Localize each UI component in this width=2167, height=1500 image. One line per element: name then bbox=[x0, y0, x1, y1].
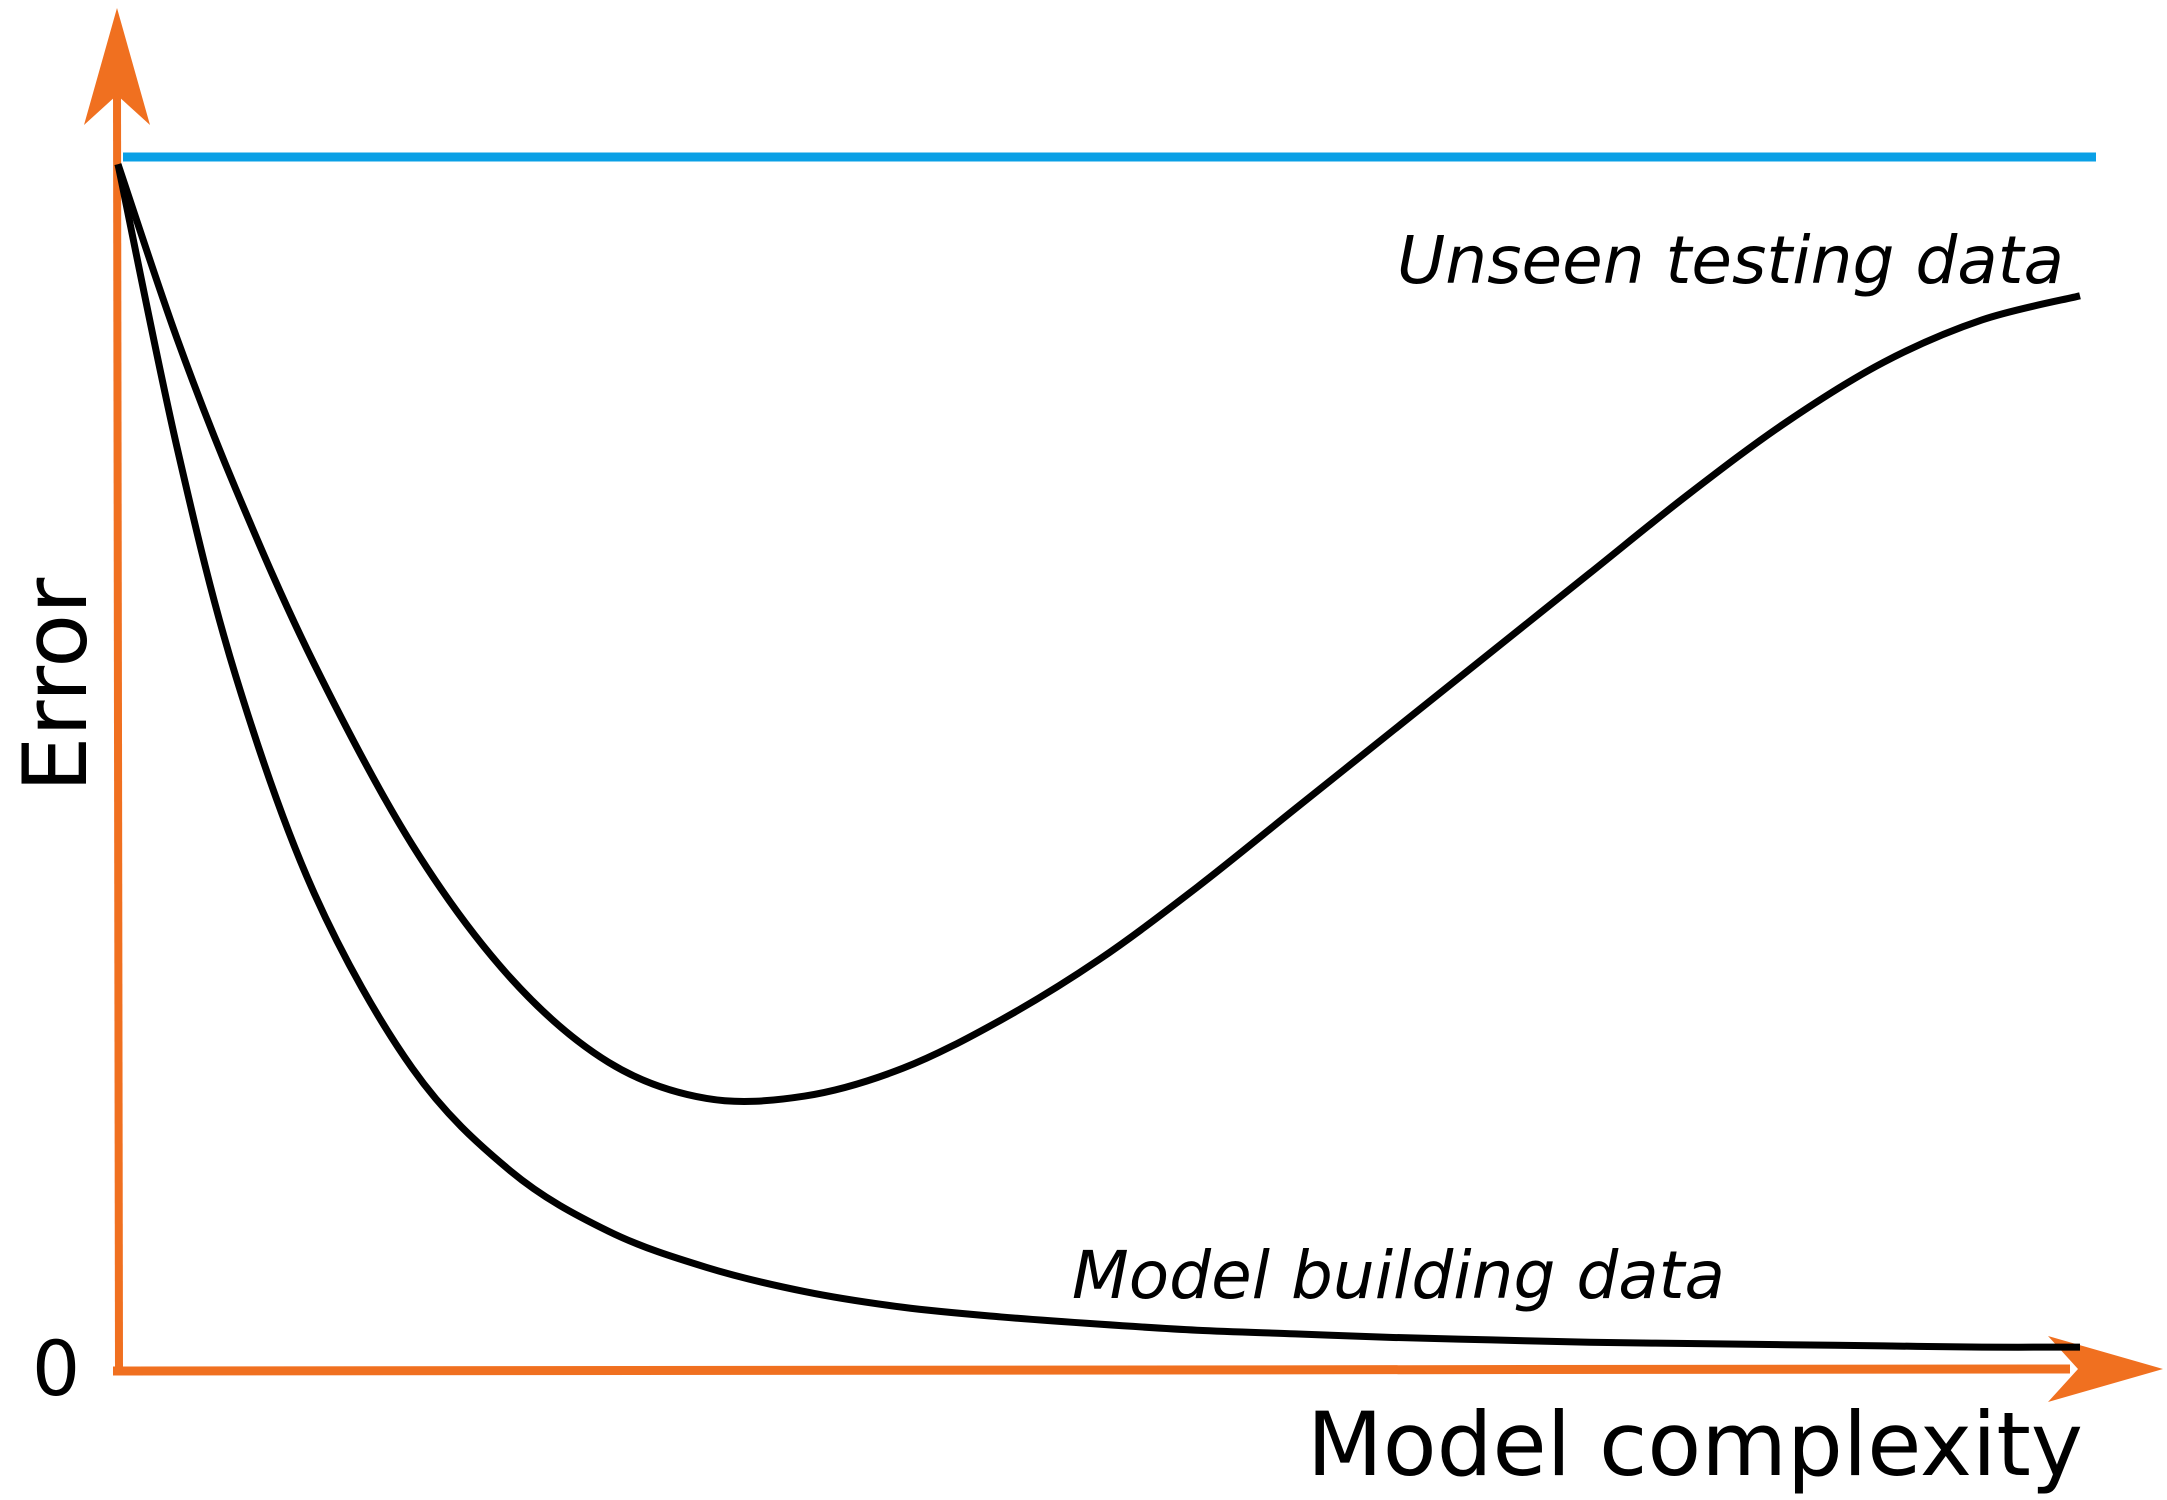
axes bbox=[84, 8, 2163, 1402]
labels-layer: 0 Error Model complexity Unseen testing … bbox=[4, 222, 2083, 1496]
x-axis-line bbox=[112, 1364, 2071, 1376]
x-axis-arrowhead bbox=[2048, 1336, 2163, 1402]
y-axis-title: Error bbox=[4, 577, 107, 792]
series-line-unseen-testing-data bbox=[114, 163, 2081, 1105]
series-layer bbox=[114, 163, 2081, 1351]
x-axis-title: Model complexity bbox=[1307, 1393, 2083, 1496]
y-axis-arrowhead bbox=[84, 8, 150, 125]
y-axis-line bbox=[113, 89, 123, 1372]
series-line-model-building-data bbox=[114, 163, 2081, 1351]
series-label-unseen-testing-data: Unseen testing data bbox=[1397, 222, 2064, 299]
y-tick-label-0: 0 bbox=[32, 1324, 80, 1413]
series-label-model-building-data: Model building data bbox=[1072, 1237, 1725, 1314]
